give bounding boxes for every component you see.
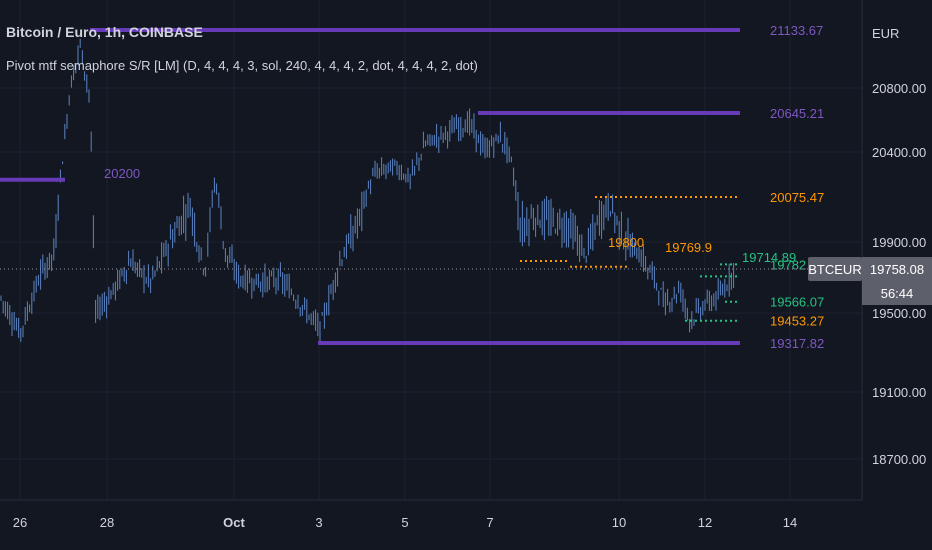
right-level-label: 21133.67 — [770, 23, 823, 38]
inline-level-label: 19769.9 — [665, 240, 712, 255]
inline-level-label: 19800 — [608, 235, 644, 250]
inline-level-label: 19714.89 — [742, 250, 796, 265]
pivot-levels — [0, 28, 740, 345]
right-level-label: 19453.27 — [770, 314, 824, 329]
pivot-right-labels: 21133.6720645.2120075.4719782.2419566.07… — [770, 23, 824, 351]
last-price-value: 19758.08 — [870, 262, 924, 277]
x-tick-label: 5 — [401, 515, 408, 530]
currency-label: EUR — [872, 26, 899, 41]
price-candles — [0, 38, 735, 345]
right-level-label: 19317.82 — [770, 336, 824, 351]
right-level-label: 19566.07 — [770, 295, 824, 310]
inline-level-label: 20200 — [104, 166, 140, 181]
price-axis[interactable]: EUR 20800.00 20400.00 19900.00 19500.00 1910… — [861, 0, 926, 500]
bar-countdown: 56:44 — [881, 286, 914, 301]
y-tick-label: 19900.00 — [872, 235, 926, 250]
y-tick-label: 20800.00 — [872, 81, 926, 96]
pivot-inline-labels: 20200 19800 19769.9 19714.89 — [104, 166, 796, 265]
x-tick-label: 3 — [315, 515, 322, 530]
x-tick-label: 7 — [486, 515, 493, 530]
x-tick-label: Oct — [223, 515, 245, 530]
x-tick-label: 28 — [100, 515, 114, 530]
right-level-label: 20645.21 — [770, 106, 824, 121]
x-tick-label: 26 — [13, 515, 27, 530]
symbol-label: BTCEUR — [808, 262, 861, 277]
y-tick-label: 18700.00 — [872, 452, 926, 467]
chart-grid — [0, 0, 862, 500]
x-tick-label: 12 — [698, 515, 712, 530]
x-tick-label: 14 — [783, 515, 797, 530]
y-tick-label: 20400.00 — [872, 145, 926, 160]
y-tick-label: 19500.00 — [872, 306, 926, 321]
x-axis-ticks: 26 28 Oct 3 5 7 10 12 14 — [13, 515, 797, 530]
x-tick-label: 10 — [612, 515, 626, 530]
last-price-tag: 19758.08 56:44 — [862, 257, 932, 305]
indicator-legend[interactable]: Pivot mtf semaphore S/R [LM] (D, 4, 4, 4… — [6, 58, 478, 73]
time-axis[interactable]: 26 28 Oct 3 5 7 10 12 14 — [0, 499, 862, 530]
chart-title: Bitcoin / Euro, 1h, COINBASE — [6, 24, 203, 40]
y-tick-label: 19100.00 — [872, 385, 926, 400]
y-axis-ticks: 20800.00 20400.00 19900.00 19500.00 19100.00… — [872, 81, 926, 467]
symbol-tag: BTCEUR — [808, 257, 862, 281]
right-level-label: 20075.47 — [770, 190, 824, 205]
